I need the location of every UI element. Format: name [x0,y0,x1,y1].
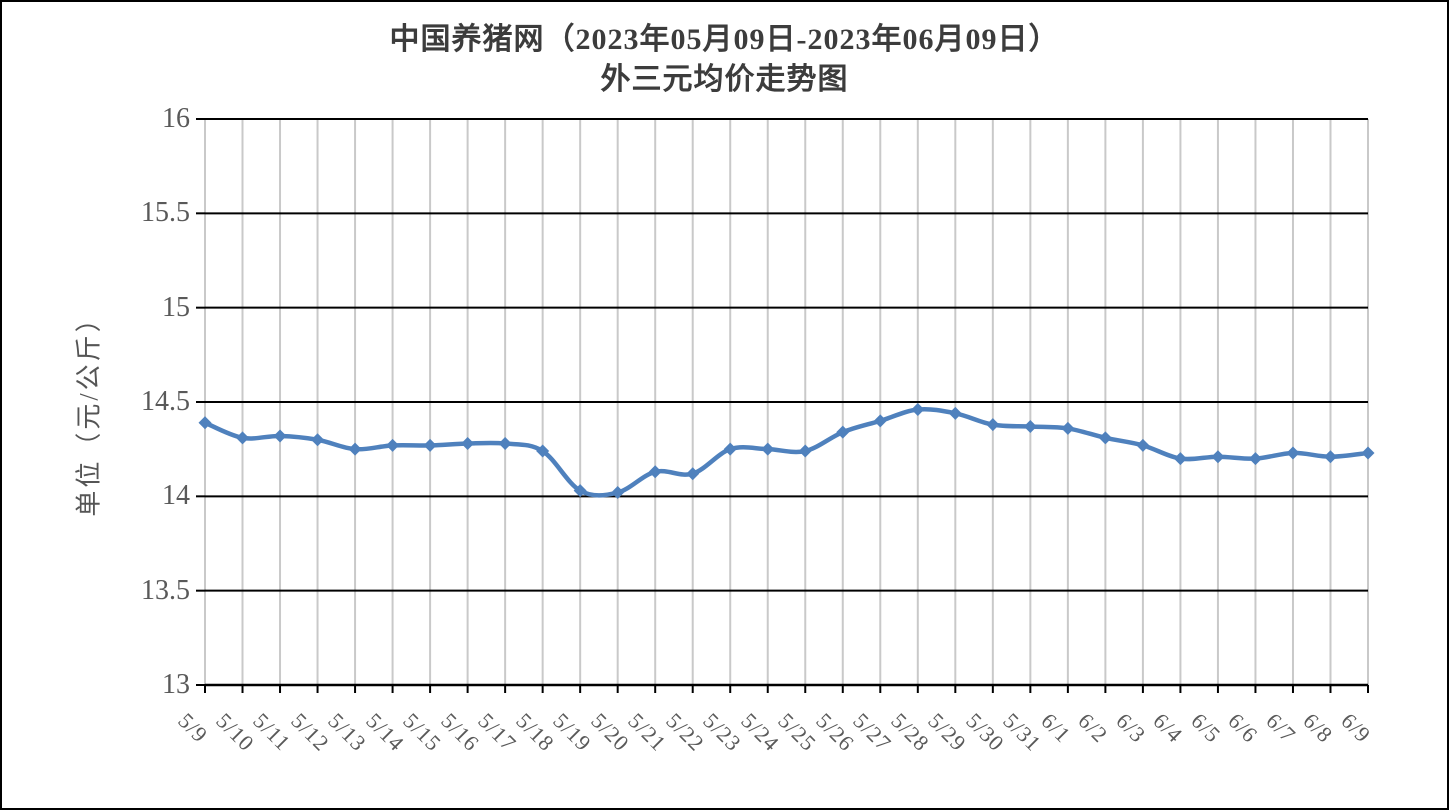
data-point-marker [1323,450,1337,464]
y-tick-label: 15 [162,291,190,323]
y-tick-label: 16 [162,103,190,134]
data-point-marker [386,438,400,452]
y-tick-label: 14 [162,480,190,512]
data-point-marker [461,437,475,451]
chart-title: 中国养猪网（2023年05月09日-2023年06月09日） 外三元均价走势图 [2,20,1447,100]
y-tick-label: 15.5 [141,197,190,229]
data-point-marker [1136,438,1150,452]
data-point-marker [986,418,1000,432]
y-tick-label: 14.5 [141,386,190,417]
data-point-marker [648,465,662,479]
data-point-marker [1286,446,1300,460]
data-point-marker [1173,452,1187,466]
data-point-marker [1211,450,1225,464]
data-point-marker [236,431,250,445]
data-point-marker [1061,421,1075,435]
data-point-marker [686,467,700,481]
data-point-marker [1023,420,1037,434]
data-point-marker [836,425,850,439]
chart-title-line1: 中国养猪网（2023年05月09日-2023年06月09日） [389,23,1060,56]
data-point-marker [723,442,737,456]
data-point-marker [348,442,362,456]
data-point-marker [498,437,512,451]
data-point-marker [911,403,925,417]
data-point-marker [573,484,587,498]
data-point-marker [1098,431,1112,445]
data-point-marker [873,414,887,428]
data-point-marker [311,433,325,447]
data-point-marker [1361,446,1375,460]
data-point-marker [536,444,550,458]
data-point-marker [761,442,775,456]
data-point-marker [423,438,437,452]
data-point-marker [948,406,962,420]
data-point-marker [798,444,812,458]
chart-title-line2: 外三元均价走势图 [600,63,849,96]
data-point-marker [611,486,625,500]
price-series-line [202,406,1371,498]
y-tick-label: 13 [162,669,190,700]
y-tick-label: 13.5 [141,574,190,606]
data-point-marker [1248,452,1262,466]
data-point-marker [273,429,287,443]
data-point-marker [198,416,212,430]
